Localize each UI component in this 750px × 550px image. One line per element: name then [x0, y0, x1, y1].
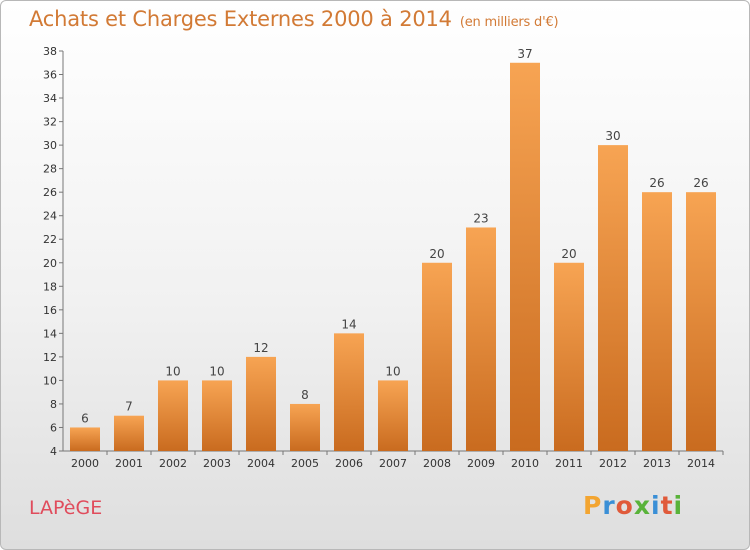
bar-2004: [246, 356, 276, 451]
y-tick-label: 4: [50, 445, 57, 458]
data-label: 30: [605, 129, 620, 143]
data-label: 10: [385, 364, 400, 378]
x-tick-label: 2014: [687, 457, 715, 470]
data-label: 37: [517, 47, 532, 61]
bar-2002: [158, 380, 188, 451]
data-label: 10: [209, 364, 224, 378]
y-tick-label: 18: [43, 280, 57, 293]
chart-bars: [70, 62, 716, 452]
chart-subtitle: (en milliers d'€): [459, 15, 559, 30]
x-tick-label: 2002: [159, 457, 187, 470]
y-tick-label: 28: [43, 163, 57, 176]
y-tick-label: 8: [50, 398, 57, 411]
y-tick-label: 16: [43, 304, 57, 317]
x-tick-label: 2003: [203, 457, 231, 470]
bar-2007: [378, 380, 408, 451]
y-tick-label: 30: [43, 139, 57, 152]
logo-letter: x: [633, 491, 651, 520]
data-label: 26: [649, 176, 664, 190]
y-tick-label: 34: [43, 92, 57, 105]
x-tick-label: 2012: [599, 457, 627, 470]
x-tick-label: 2009: [467, 457, 495, 470]
bar-2011: [554, 262, 584, 451]
bar-2006: [334, 333, 364, 451]
data-label: 26: [693, 176, 708, 190]
bar-2000: [70, 427, 100, 451]
y-tick-label: 36: [43, 69, 57, 82]
y-tick-label: 22: [43, 233, 57, 246]
logo-letter: o: [615, 491, 634, 520]
bar-2009: [466, 227, 496, 451]
x-tick-label: 2005: [291, 457, 319, 470]
y-tick-label: 14: [43, 327, 57, 340]
y-tick-label: 6: [50, 421, 57, 434]
y-tick-label: 10: [43, 374, 57, 387]
x-tick-label: 2006: [335, 457, 363, 470]
chart-axes: 4 6 8 10 12 14 16 18 20 22 24 26 28 30 32 34 36 38 2000 200…: [43, 45, 724, 470]
y-tick-label: 24: [43, 210, 57, 223]
logo-letter: i: [651, 491, 661, 520]
bar-2012: [598, 145, 628, 451]
data-label: 12: [253, 341, 268, 355]
chart-data-labels: 6 7 10 10 12 8 14 10 20 23 37 20 30 26 26: [81, 47, 708, 426]
data-label: 8: [301, 388, 309, 402]
x-tick-label: 2007: [379, 457, 407, 470]
y-tick-label: 20: [43, 257, 57, 270]
bar-2014: [686, 192, 716, 452]
x-tick-label: 2000: [71, 457, 99, 470]
bar-2005: [290, 403, 320, 451]
bar-2003: [202, 380, 232, 451]
logo-letter: P: [583, 491, 603, 520]
data-label: 23: [473, 211, 488, 225]
x-tick-label: 2013: [643, 457, 671, 470]
logo-letter: t: [660, 491, 674, 520]
x-tick-label: 2001: [115, 457, 143, 470]
chart-title: Achats et Charges Externes 2000 à 2014 (e…: [29, 7, 559, 31]
data-label: 7: [125, 400, 133, 414]
x-tick-label: 2010: [511, 457, 539, 470]
logo-letter: i: [673, 491, 684, 520]
y-tick-label: 32: [43, 116, 57, 129]
bar-2008: [422, 262, 452, 451]
y-tick-label: 38: [43, 45, 57, 58]
x-tick-label: 2008: [423, 457, 451, 470]
data-label: 20: [561, 247, 576, 261]
y-tick-label: 26: [43, 186, 57, 199]
commune-name: LAPèGE: [29, 497, 103, 519]
x-tick-label: 2011: [555, 457, 583, 470]
bar-2010: [510, 62, 540, 451]
data-label: 20: [429, 247, 444, 261]
logo-letter: r: [602, 491, 616, 520]
data-label: 14: [341, 317, 356, 331]
data-label: 6: [81, 411, 89, 425]
y-tick-label: 12: [43, 351, 57, 364]
proxiti-logo: Proxiti: [583, 491, 683, 520]
x-tick-label: 2004: [247, 457, 275, 470]
bar-2001: [114, 415, 144, 451]
chart-title-text: Achats et Charges Externes 2000 à 2014: [29, 7, 452, 31]
bar-2013: [642, 192, 672, 452]
data-label: 10: [165, 364, 180, 378]
